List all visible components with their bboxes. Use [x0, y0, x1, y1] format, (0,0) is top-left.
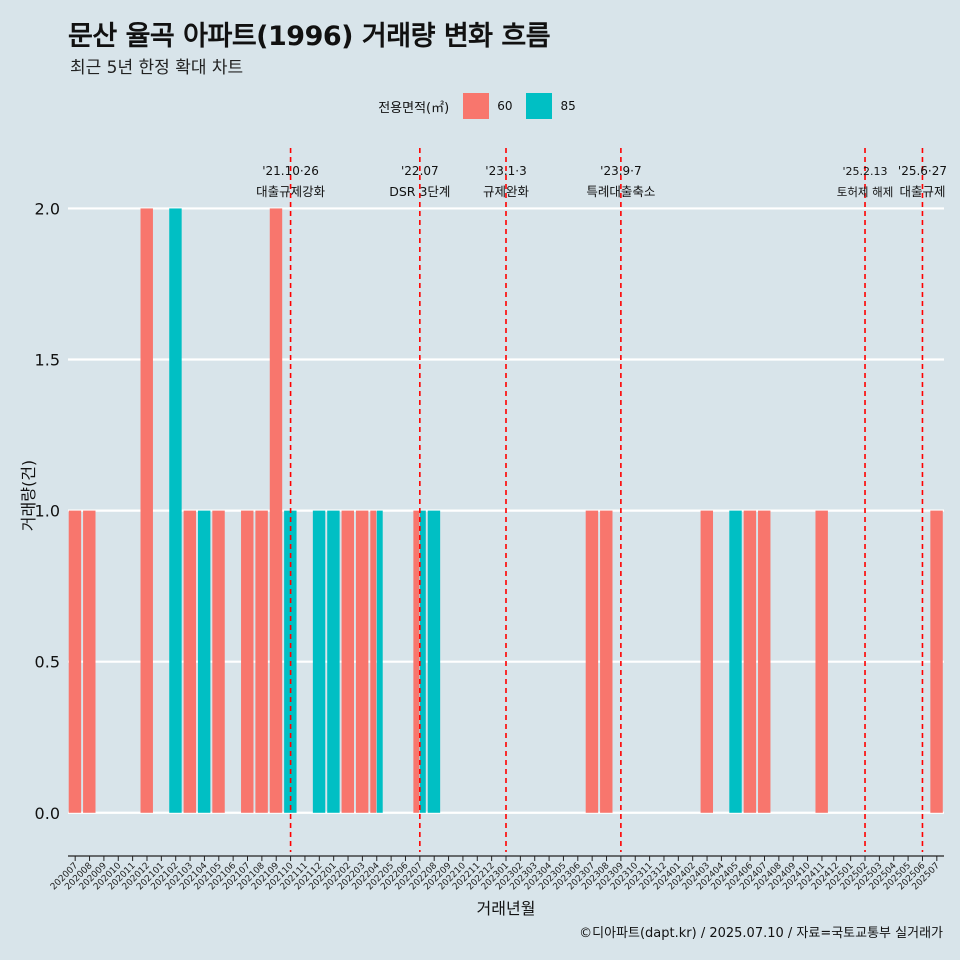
x-axis-title: 거래년월: [477, 899, 536, 918]
bar-202204-85: [376, 510, 383, 813]
bar-202012-60: [140, 208, 153, 813]
bar-202407-60: [758, 510, 771, 813]
bar-202308-60: [600, 510, 613, 813]
bar-202104-85: [197, 510, 211, 813]
bar-202201-85: [327, 510, 340, 813]
annotation-date: '25.2.13: [843, 165, 888, 178]
bar-202208-85: [427, 510, 441, 813]
annotation-label: DSR 3단계: [389, 184, 450, 199]
bar-202507-60: [930, 510, 943, 813]
legend-title: 전용면적(㎡): [378, 100, 450, 116]
annotation-label: 토허제 해제: [837, 185, 894, 199]
annotation-label: 대출규제강화: [256, 184, 326, 199]
bar-202102-85: [169, 208, 182, 813]
y-tick-label: 0.0: [35, 804, 60, 823]
annotation-date: '22.07: [401, 164, 439, 178]
bar-202109-60: [269, 208, 283, 813]
annotation-label: 대출규제: [899, 184, 945, 199]
legend-key-60: [463, 93, 490, 119]
bar-202203-60: [355, 510, 369, 813]
bar-202202-60: [341, 510, 354, 813]
annotation-date: '21.10·26: [262, 164, 319, 178]
bar-202103-60: [183, 510, 197, 813]
annotation-date: '23.9·7: [600, 164, 641, 178]
bar-202207-85: [419, 510, 426, 813]
bar-202204-60: [370, 510, 377, 813]
bar-202112-85: [312, 510, 326, 813]
bar-202403-60: [700, 510, 714, 813]
bar-202008-60: [83, 510, 96, 813]
bar-202108-60: [255, 510, 268, 813]
y-tick-label: 2.0: [35, 199, 60, 218]
bar-202405-85: [729, 510, 742, 813]
bar-202307-60: [585, 510, 599, 813]
bar-202411-60: [815, 510, 828, 813]
annotation-label: 특례대출축소: [586, 184, 655, 199]
bar-202107-60: [241, 510, 254, 813]
chart-title: 문산 율곡 아파트(1996) 거래량 변화 흐름: [68, 21, 551, 52]
y-tick-label: 1.0: [35, 502, 60, 521]
bar-202207-60: [413, 510, 420, 813]
legend-label-85: 85: [560, 99, 576, 113]
chart-subtitle: 최근 5년 한정 확대 차트: [70, 58, 244, 78]
annotation-date: '25.6·27: [898, 164, 947, 178]
source-caption: ©디아파트(dapt.kr) / 2025.07.10 / 자료=국토교통부 실…: [579, 926, 943, 941]
bar-202007-60: [68, 510, 82, 813]
legend-key-85: [526, 93, 553, 119]
bar-202105-60: [212, 510, 225, 813]
annotation-date: '23.1·3: [485, 164, 526, 178]
legend-label-60: 60: [497, 99, 513, 113]
y-tick-label: 1.5: [35, 351, 60, 370]
annotation-label: 규제완화: [483, 184, 530, 199]
bar-202406-60: [743, 510, 757, 813]
y-axis-title: 거래량(건): [19, 460, 38, 531]
legend: 전용면적(㎡) 60 85: [0, 93, 960, 119]
y-tick-label: 0.5: [35, 653, 60, 672]
